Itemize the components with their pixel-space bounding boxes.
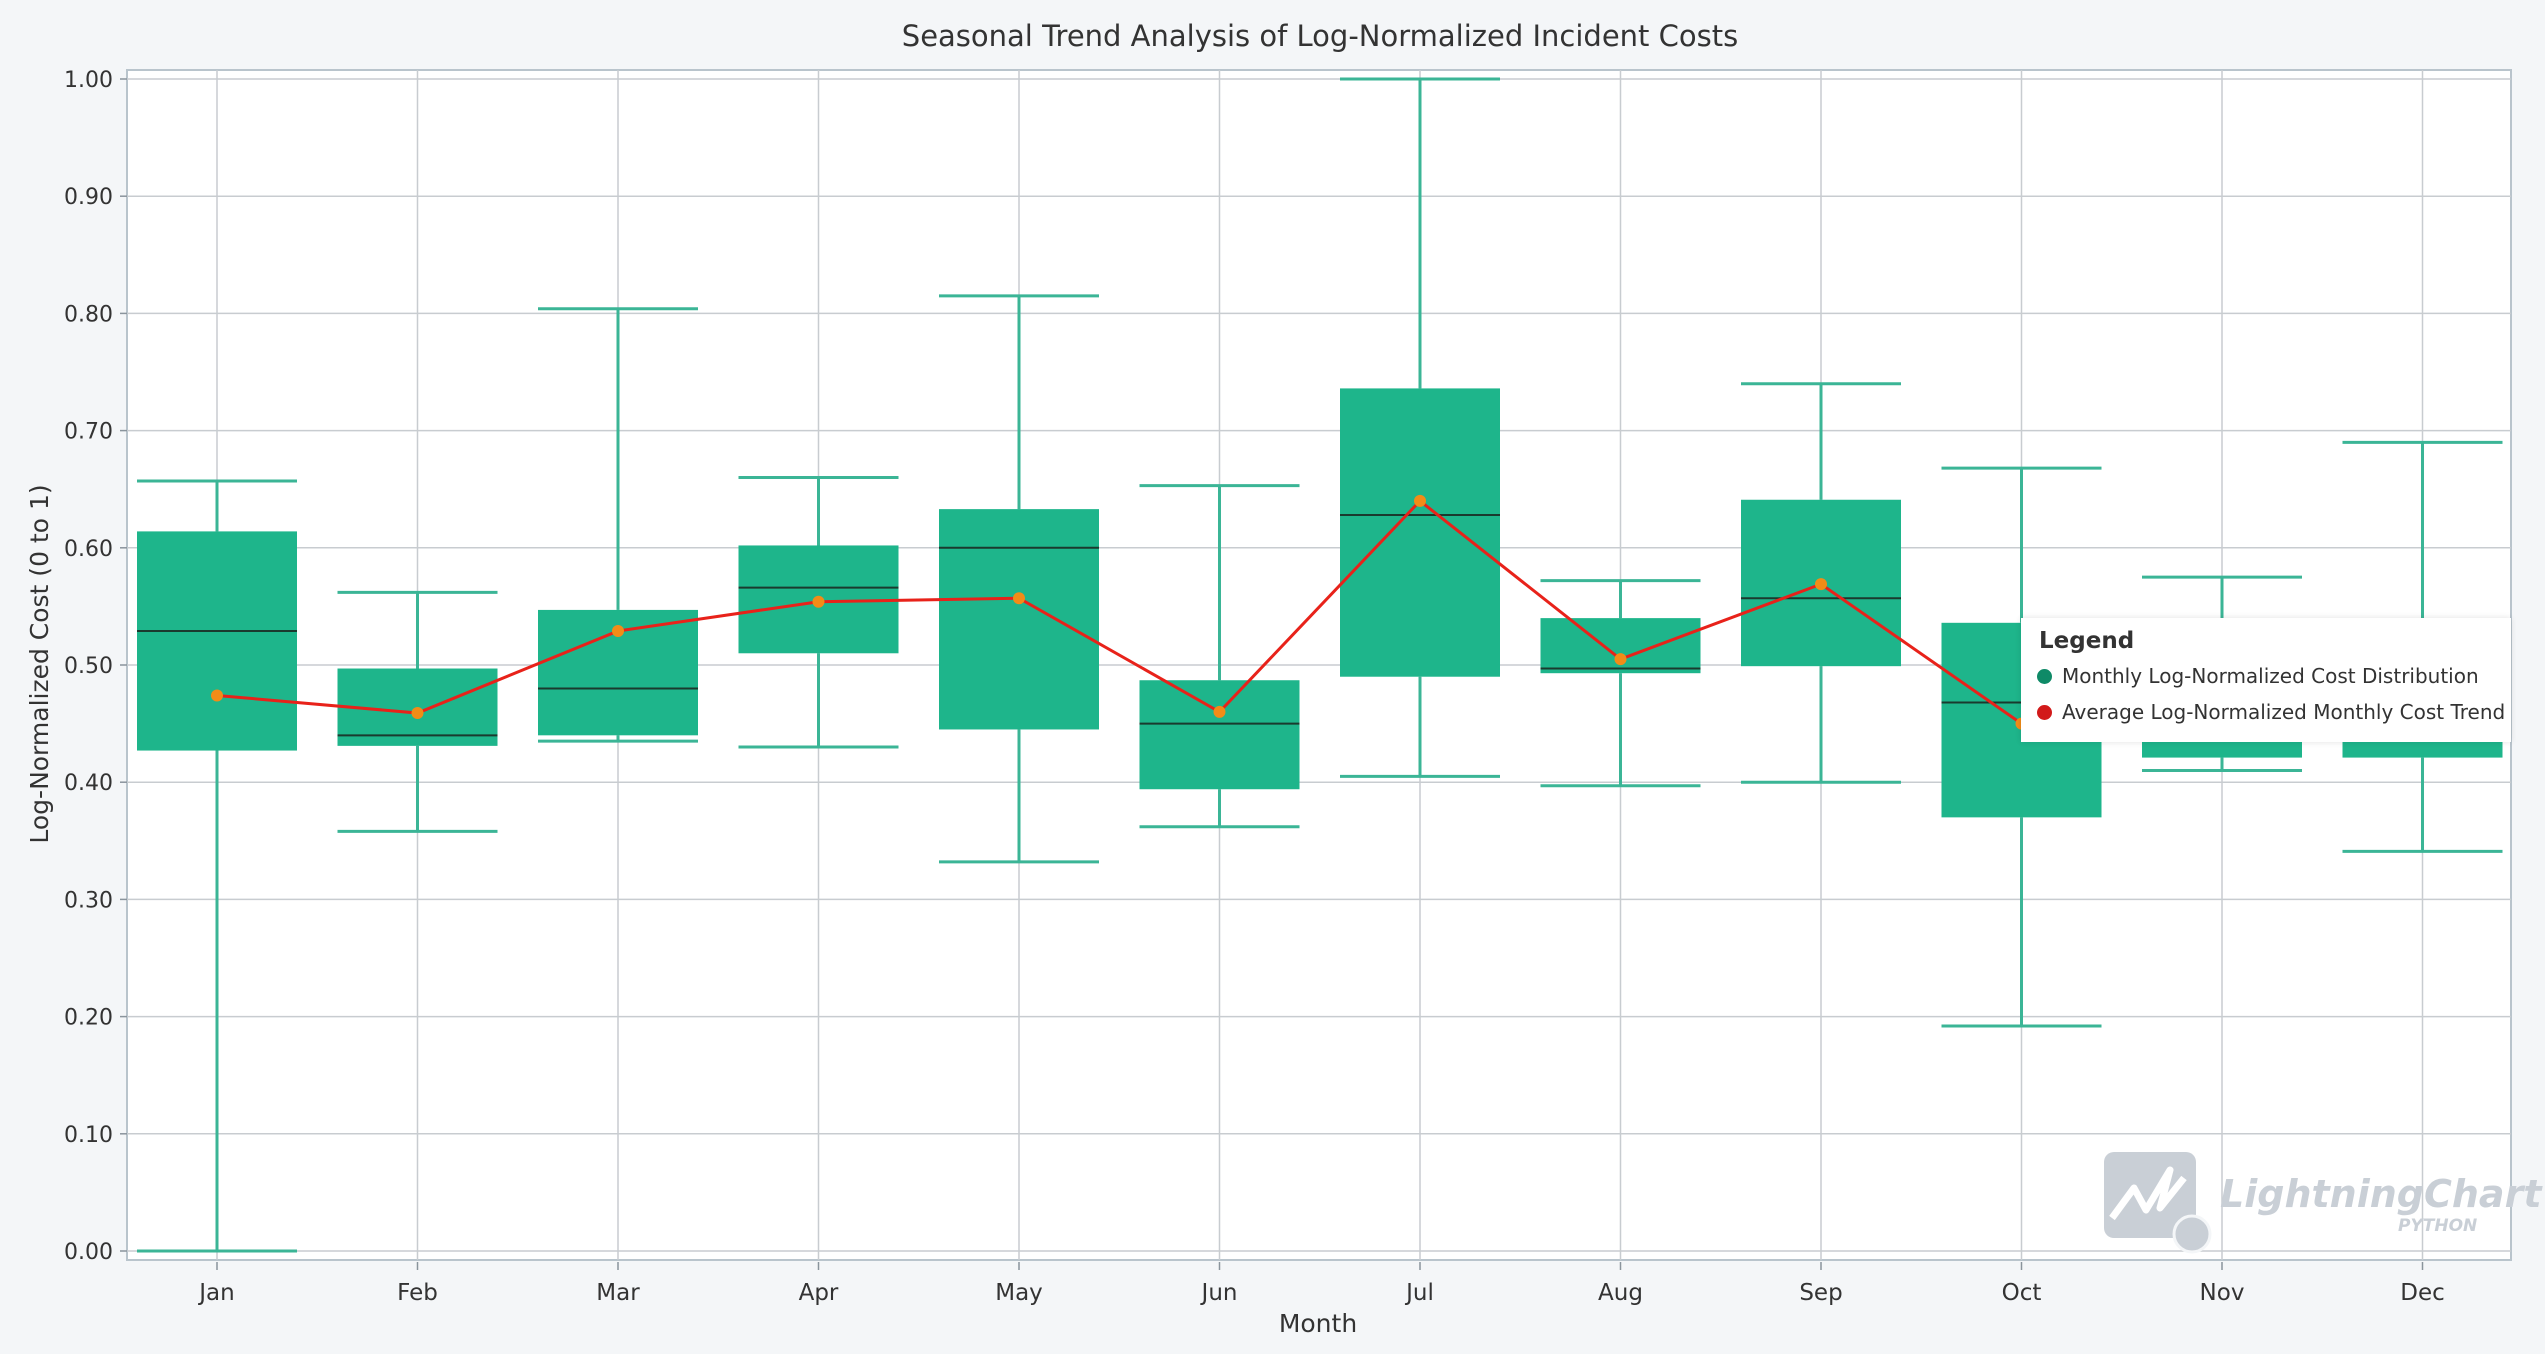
legend: Legend Monthly Log-Normalized Cost Distr… [2021, 618, 2511, 742]
trend-point[interactable] [411, 707, 424, 720]
lightningchart-logo-icon [2104, 1152, 2212, 1254]
legend-dot-trend [2037, 704, 2052, 720]
y-tick-label: 0.20 [64, 1006, 113, 1031]
box-body [137, 531, 297, 751]
x-tick-label: Jan [197, 1280, 234, 1306]
box-body [1340, 388, 1500, 677]
x-axis-label: Month [1279, 1309, 1357, 1338]
x-tick-label: Aug [1598, 1280, 1643, 1306]
y-tick-label: 0.70 [64, 420, 113, 445]
x-tick-label: Mar [596, 1280, 640, 1306]
y-tick-label: 0.40 [64, 771, 113, 796]
trend-point[interactable] [612, 625, 624, 638]
box-jul[interactable] [1340, 77, 1500, 778]
legend-label-distribution: Monthly Log-Normalized Cost Distribution [2062, 664, 2479, 688]
y-tick-label: 0.60 [64, 537, 113, 562]
chart-title: Seasonal Trend Analysis of Log-Normalize… [902, 19, 1738, 53]
y-tick-label: 0.10 [64, 1123, 113, 1148]
x-tick-label: Jun [1200, 1280, 1238, 1306]
y-tick-label: 0.30 [64, 888, 113, 913]
box-body [939, 509, 1099, 730]
box-may[interactable] [939, 294, 1099, 864]
legend-item-distribution[interactable]: Monthly Log-Normalized Cost Distribution [2037, 664, 2479, 688]
x-tick-label: May [995, 1280, 1043, 1306]
y-axis-label: Log-Normalized Cost (0 to 1) [25, 484, 54, 843]
x-tick-label: Apr [799, 1280, 839, 1306]
trend-point[interactable] [1815, 578, 1827, 591]
legend-label-trend: Average Log-Normalized Monthly Cost Tren… [2062, 700, 2506, 724]
y-tick-label: 0.90 [64, 185, 113, 210]
box-jun[interactable] [1139, 484, 1300, 829]
trend-point[interactable] [211, 689, 223, 702]
y-tick-label: 0.50 [64, 654, 113, 679]
trend-point[interactable] [1213, 705, 1226, 718]
trend-point[interactable] [1013, 592, 1025, 605]
trend-point[interactable] [812, 595, 825, 608]
x-tick-label: Nov [2200, 1280, 2245, 1306]
y-tick-label: 0.80 [64, 302, 113, 327]
trend-point[interactable] [1614, 653, 1627, 666]
watermark-sub: PYTHON [2398, 1216, 2478, 1236]
x-tick-label: Oct [2002, 1280, 2042, 1306]
box-jan[interactable] [137, 479, 297, 1253]
x-tick-label: Dec [2400, 1280, 2445, 1306]
trend-point[interactable] [1414, 494, 1426, 507]
lightningchart-watermark: LightningChart PYTHON [2100, 1148, 2541, 1258]
watermark-brand: LightningChart [2220, 1172, 2542, 1216]
x-tick-label: Jul [1404, 1280, 1434, 1306]
legend-item-trend[interactable]: Average Log-Normalized Monthly Cost Tren… [2037, 700, 2505, 724]
legend-dot-distribution [2037, 668, 2052, 684]
x-tick-label: Feb [397, 1280, 438, 1306]
x-tick-label: Sep [1799, 1280, 1842, 1306]
y-tick-label: 0.00 [64, 1240, 113, 1265]
axis-layer: 0.00 0.10 0.20 0.30 0.40 0.50 0.60 0.70 0.80 0.90… [64, 68, 2445, 1306]
legend-title: Legend [2039, 628, 2135, 654]
y-tick-label: 1.00 [64, 68, 113, 93]
box-body [1139, 680, 1300, 790]
